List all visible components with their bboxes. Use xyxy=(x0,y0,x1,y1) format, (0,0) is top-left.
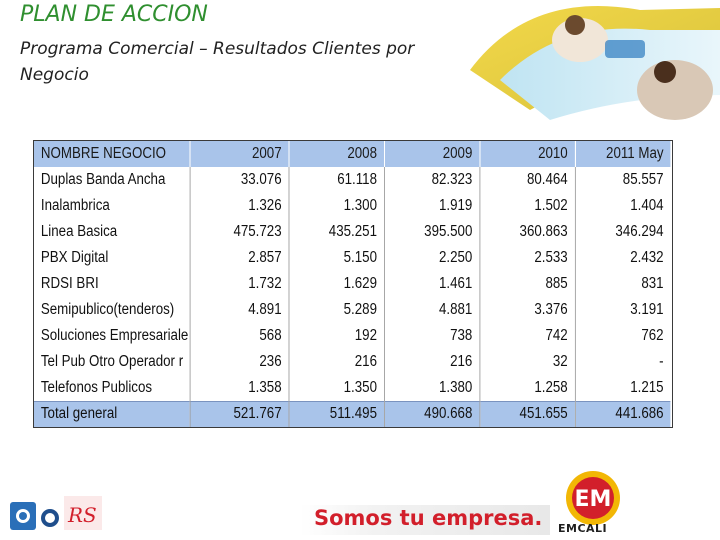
value-cell: 2.533 xyxy=(479,245,576,271)
value-cell: 1.732 xyxy=(189,271,290,297)
promo-banner-image xyxy=(470,6,720,120)
emcali-logo: EM xyxy=(566,471,620,525)
value-cell: 742 xyxy=(479,323,576,349)
value-cell: 236 xyxy=(189,349,290,375)
business-name-cell: Tel Pub Otro Operador r xyxy=(34,349,191,375)
value-cell: 80.464 xyxy=(479,167,576,193)
value-cell: 1.215 xyxy=(630,378,664,396)
table-header-row: NOMBRE NEGOCIO 2007 2008 2009 2010 2011 … xyxy=(34,141,671,167)
value-cell: 32 xyxy=(479,349,576,375)
value-cell: 762 xyxy=(641,327,664,344)
table-row: RDSI BRI 1.732 1.629 1.461 885 831 xyxy=(34,271,670,297)
slide-title: PLAN DE ACCION xyxy=(20,2,208,27)
total-value-cell: 451.655 xyxy=(479,400,576,427)
certification-logos: RS xyxy=(10,496,102,530)
value-cell: 1.629 xyxy=(288,271,385,297)
business-name-cell: Soluciones Empresariale xyxy=(34,323,191,349)
value-cell: 1.358 xyxy=(189,375,290,401)
table-row: Semipublico(tenderos) 4.891 5.289 4.881 … xyxy=(34,297,670,323)
value-cell: 885 xyxy=(479,271,576,297)
column-header: 2011 May xyxy=(606,145,664,162)
value-cell: - xyxy=(659,353,664,370)
slogan-bar xyxy=(300,505,550,535)
value-cell: 82.323 xyxy=(384,167,481,193)
value-cell: 1.326 xyxy=(189,193,290,219)
value-cell: 5.289 xyxy=(288,297,385,323)
value-cell: 568 xyxy=(189,323,290,349)
value-cell: 435.251 xyxy=(288,219,385,245)
value-cell: 1.350 xyxy=(288,375,385,401)
value-cell: 1.502 xyxy=(479,193,576,219)
value-cell: 85.557 xyxy=(622,171,664,188)
table-row: Linea Basica 475.723 435.251 395.500 360… xyxy=(34,219,670,245)
value-cell: 1.300 xyxy=(288,193,385,219)
value-cell: 216 xyxy=(288,349,385,375)
value-cell: 4.891 xyxy=(189,297,290,323)
emcali-monogram: EM xyxy=(575,487,612,512)
business-name-cell: Linea Basica xyxy=(34,219,191,245)
slogan-text: Somos tu empresa. xyxy=(314,506,543,530)
value-cell: 346.294 xyxy=(615,223,664,240)
value-cell: 2.432 xyxy=(630,249,664,266)
table-row: Telefonos Publicos 1.358 1.350 1.380 1.2… xyxy=(34,375,670,401)
value-cell: 2.857 xyxy=(189,245,290,271)
total-value-cell: 511.495 xyxy=(288,400,385,427)
value-cell: 2.250 xyxy=(384,245,481,271)
table-row: Tel Pub Otro Operador r 236 216 216 32 - xyxy=(34,349,670,375)
value-cell: 1.258 xyxy=(479,375,576,401)
value-cell: 33.076 xyxy=(189,167,290,193)
value-cell: 395.500 xyxy=(384,219,481,245)
value-cell: 1.461 xyxy=(384,271,481,297)
value-cell: 216 xyxy=(384,349,481,375)
value-cell: 192 xyxy=(288,323,385,349)
business-name-cell: Telefonos Publicos xyxy=(34,375,191,401)
value-cell: 3.191 xyxy=(630,301,664,318)
results-table: NOMBRE NEGOCIO 2007 2008 2009 2010 2011 … xyxy=(33,140,673,428)
value-cell: 1.919 xyxy=(384,193,481,219)
total-value-cell: 521.767 xyxy=(189,400,290,427)
column-header: 2007 xyxy=(189,141,290,167)
value-cell: 4.881 xyxy=(384,297,481,323)
value-cell: 738 xyxy=(384,323,481,349)
table-row: PBX Digital 2.857 5.150 2.250 2.533 2.43… xyxy=(34,245,670,271)
value-cell: 5.150 xyxy=(288,245,385,271)
value-cell: 831 xyxy=(641,275,664,292)
business-name-cell: RDSI BRI xyxy=(34,271,191,297)
value-cell: 1.404 xyxy=(630,197,664,214)
total-value-cell: 441.686 xyxy=(575,400,671,427)
table-row: Soluciones Empresariale 568 192 738 742 … xyxy=(34,323,670,349)
total-value-cell: 490.668 xyxy=(384,400,481,427)
business-name-cell: Semipublico(tenderos) xyxy=(34,297,191,323)
total-row: Total general 521.767 511.495 490.668 45… xyxy=(34,400,671,427)
value-cell: 475.723 xyxy=(189,219,290,245)
business-name-cell: Duplas Banda Ancha xyxy=(34,167,191,193)
business-name-cell: PBX Digital xyxy=(34,245,191,271)
column-header: 2010 xyxy=(479,141,576,167)
column-header: 2008 xyxy=(288,141,385,167)
value-cell: 61.118 xyxy=(288,167,385,193)
slide-subtitle: Programa Comercial – Resultados Clientes… xyxy=(20,39,415,85)
table-row: Inalambrica 1.326 1.300 1.919 1.502 1.40… xyxy=(34,193,670,219)
value-cell: 360.863 xyxy=(479,219,576,245)
value-cell: 3.376 xyxy=(479,297,576,323)
column-header: 2009 xyxy=(384,141,481,167)
total-label: Total general xyxy=(34,400,191,427)
rs-mark: RS xyxy=(67,503,97,527)
business-name-cell: Inalambrica xyxy=(34,193,191,219)
value-cell: 1.380 xyxy=(384,375,481,401)
column-header: NOMBRE NEGOCIO xyxy=(34,141,191,167)
emcali-wordmark: EMCALI xyxy=(558,522,608,535)
table-row: Duplas Banda Ancha 33.076 61.118 82.323 … xyxy=(34,167,670,193)
